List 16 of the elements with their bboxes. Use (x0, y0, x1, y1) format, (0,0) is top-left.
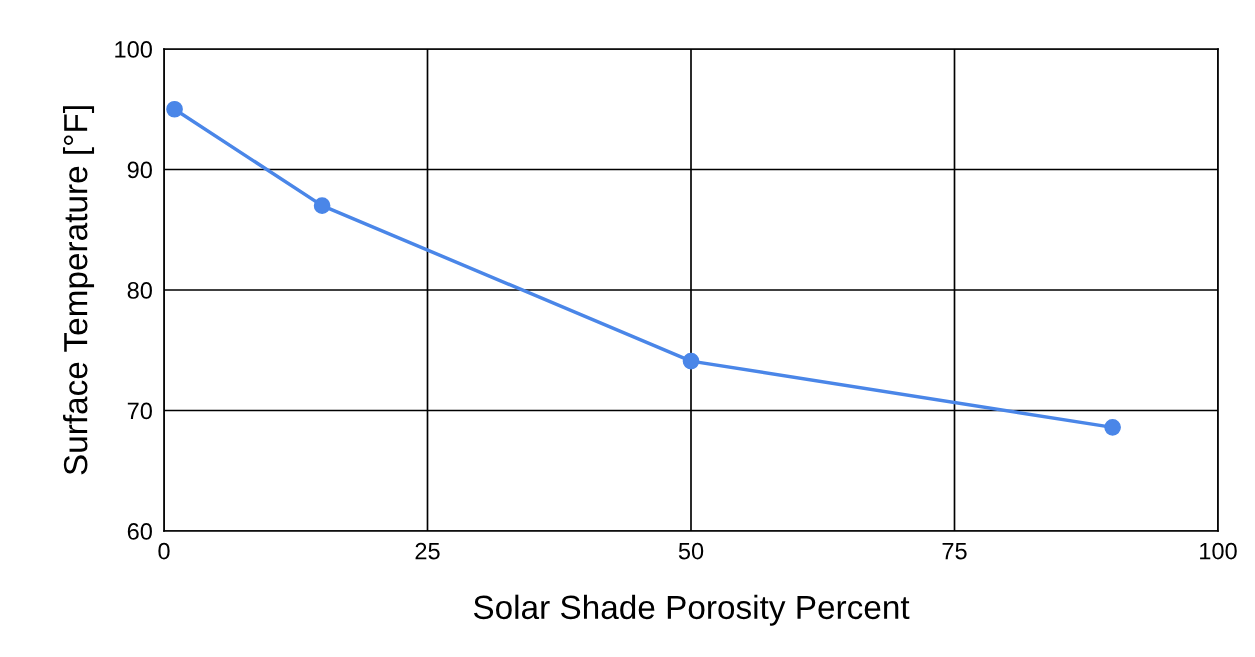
x-tick-label: 50 (678, 542, 704, 560)
y-tick-label: 90 (127, 161, 152, 179)
y-axis-title: Surface Temperature [°F] (62, 106, 95, 475)
point (313, 197, 331, 214)
y-tick-label: 70 (127, 402, 152, 420)
point (166, 100, 183, 118)
x-tick-label: 25 (415, 542, 440, 560)
x-tick-label: 75 (942, 542, 967, 560)
x-tick-label: 100 (1200, 542, 1237, 560)
point (1104, 419, 1121, 436)
x-tick-label: 0 (158, 542, 170, 560)
y-tick-label: 60 (127, 523, 152, 540)
point (682, 352, 700, 370)
x-axis-title: Solar Shade Porosity Percent (473, 594, 910, 626)
y-tick-label: 100 (115, 41, 152, 58)
y-tick-label: 80 (127, 282, 152, 299)
